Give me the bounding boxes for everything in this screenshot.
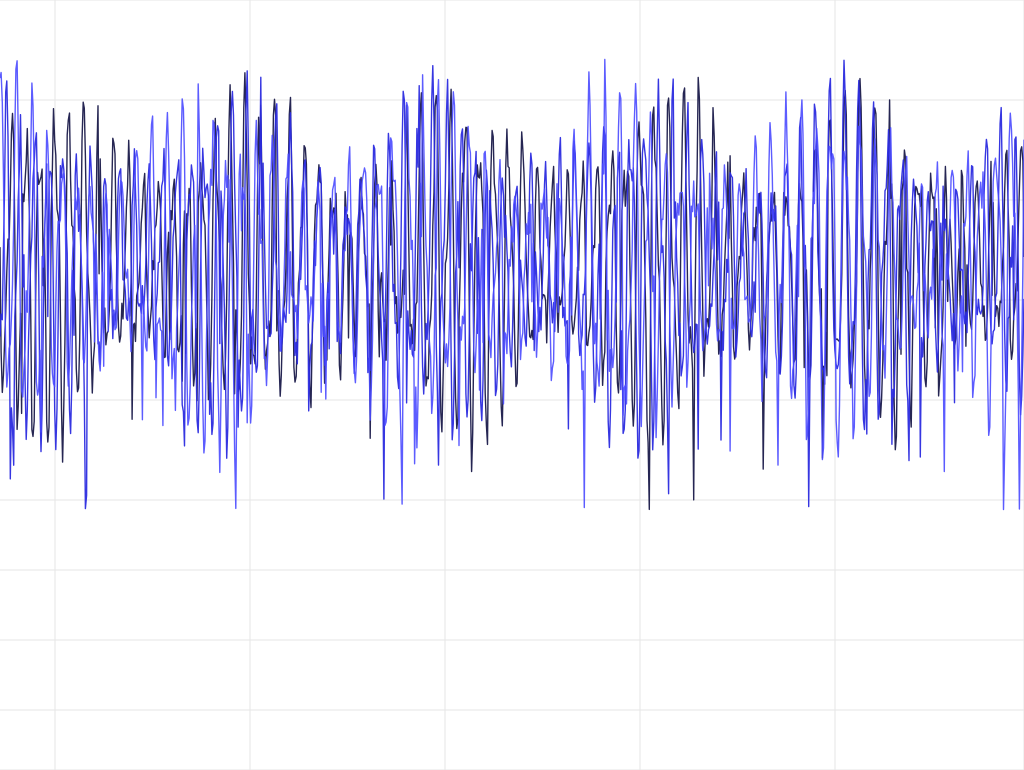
seismogram-chart <box>0 0 1024 770</box>
seismogram-svg <box>0 0 1024 770</box>
